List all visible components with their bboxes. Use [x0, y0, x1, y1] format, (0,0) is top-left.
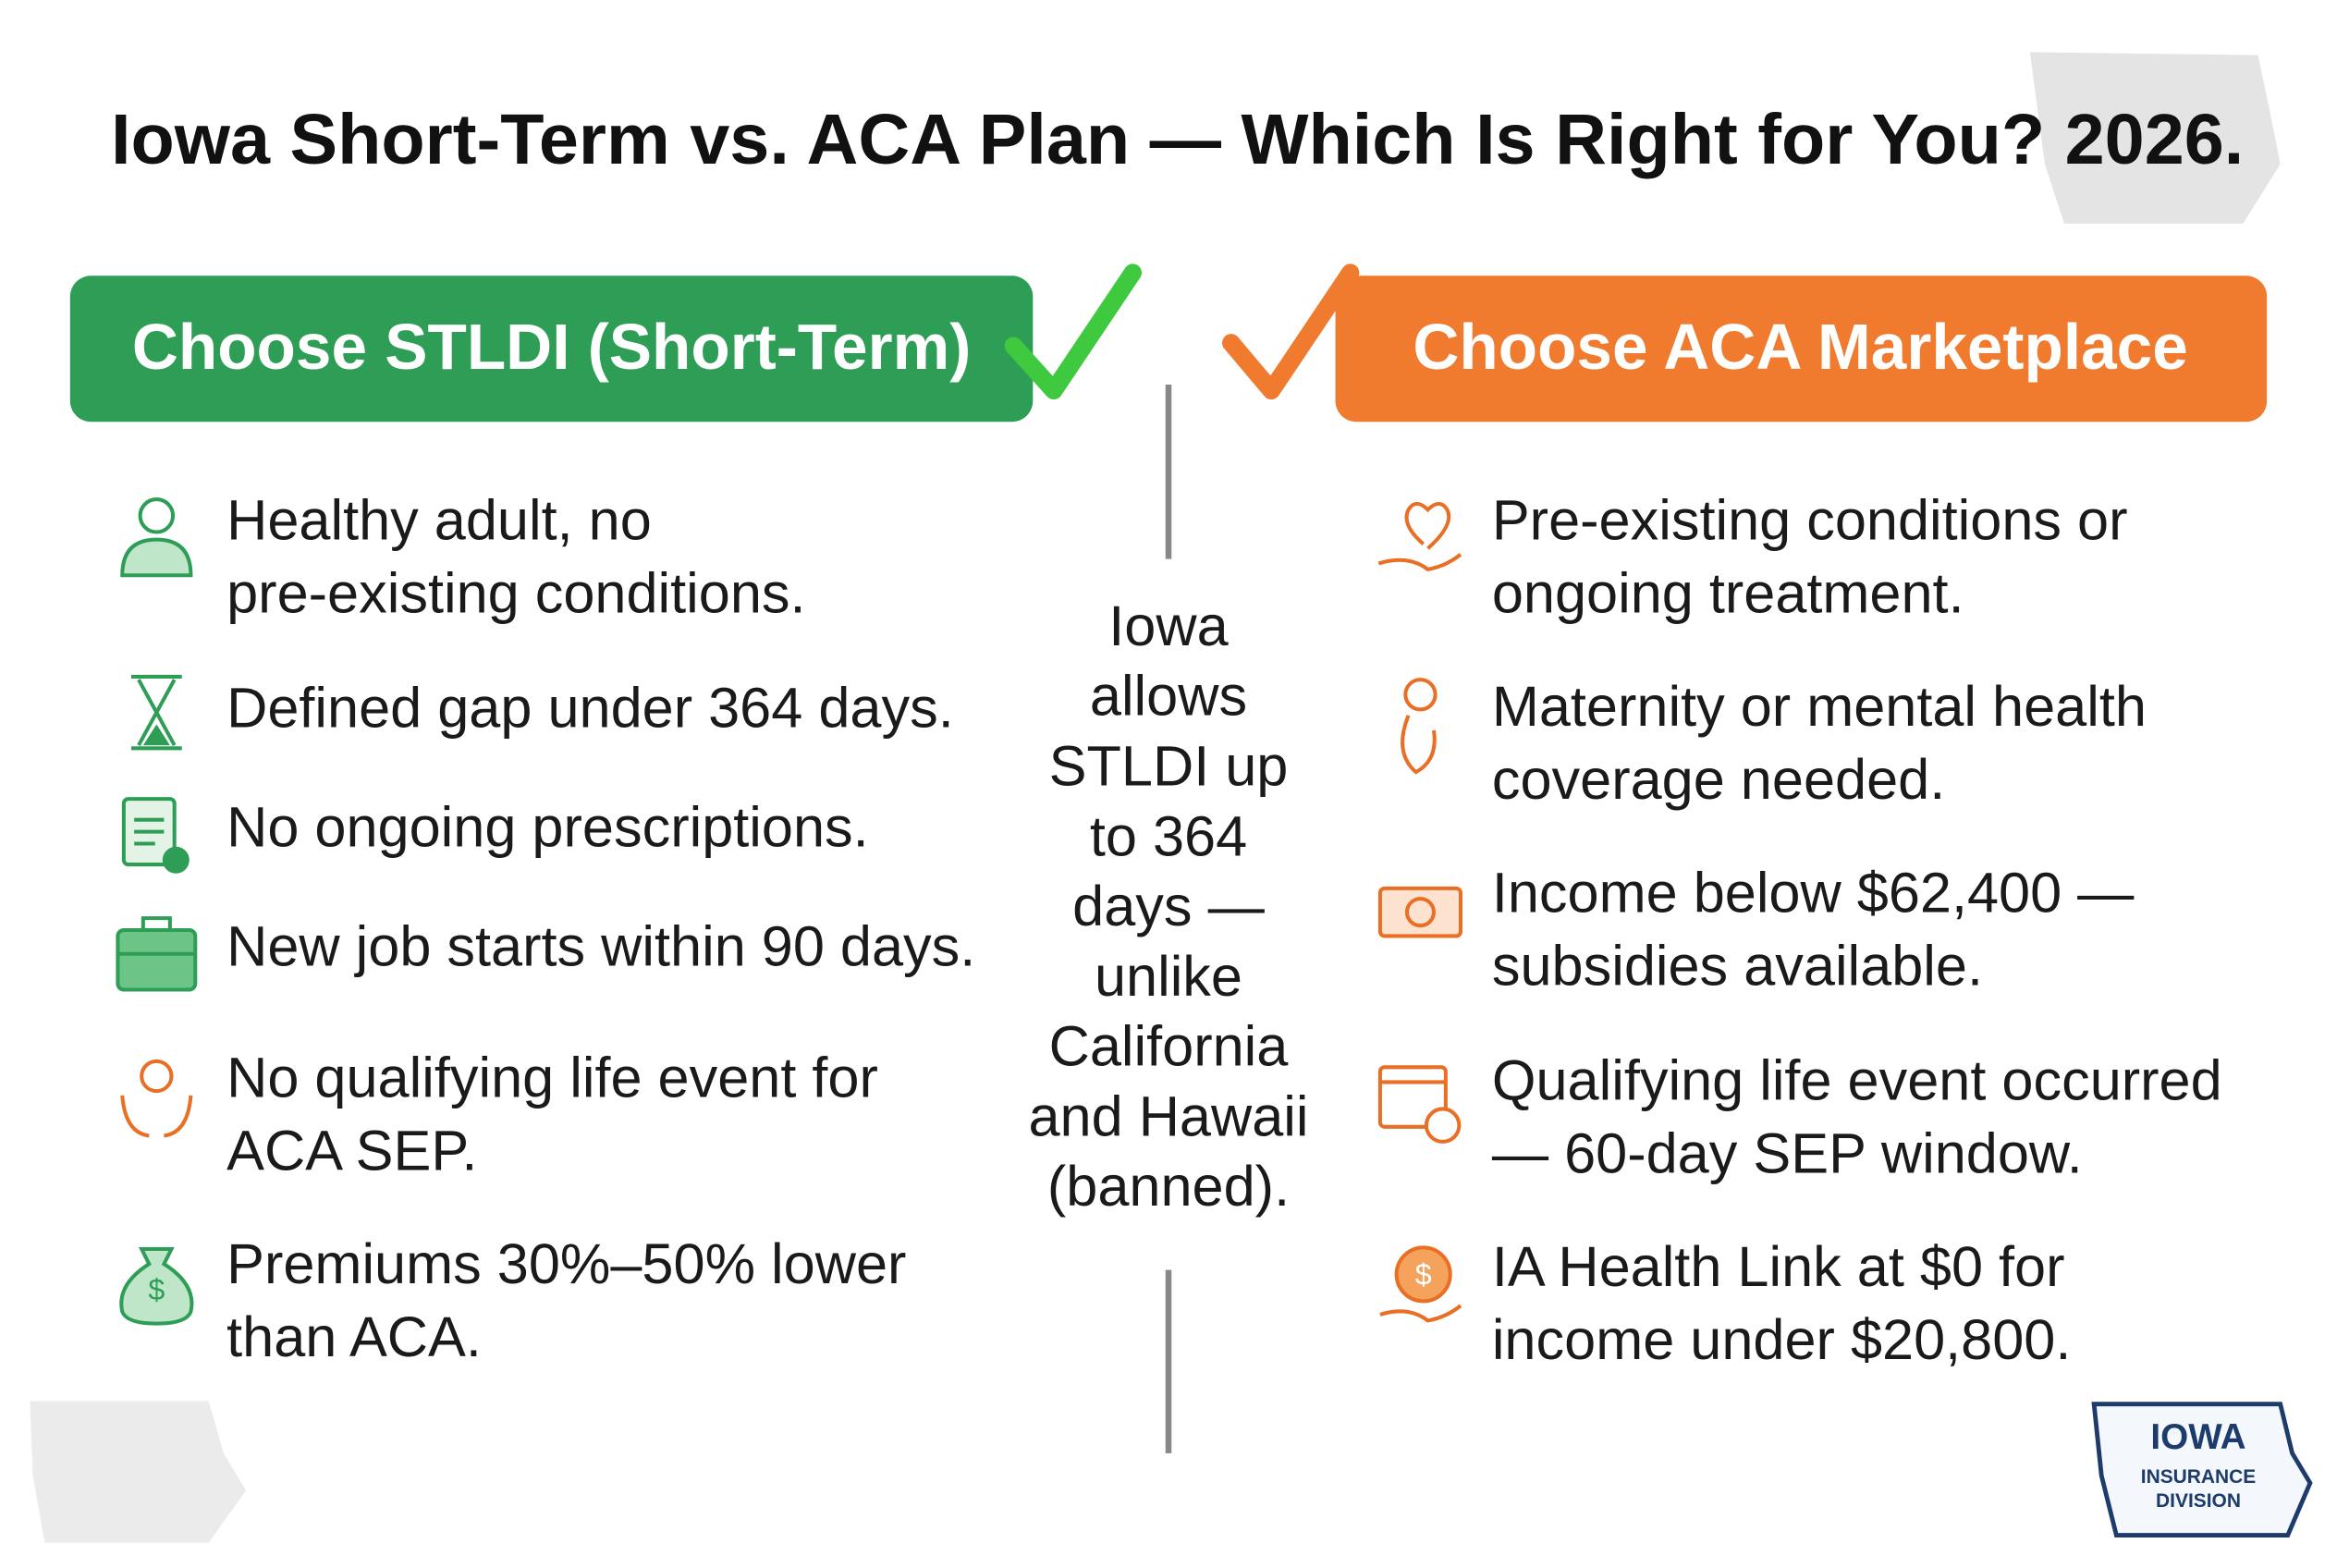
text-block: Defined gap under 364 days. [226, 677, 954, 740]
icon-cash [1377, 886, 1462, 938]
text-line: allows [1090, 665, 1247, 728]
icon-hands-gear [120, 1059, 193, 1138]
left-header [69, 276, 1034, 423]
text-line: STLDI up [1049, 735, 1289, 798]
text-block: Maternity or mental health coverage neede… [1492, 675, 2147, 811]
text-block: New job starts within 90 days. [226, 915, 975, 978]
text-line: No ongoing prescriptions. [226, 796, 869, 859]
text-line: Healthy adult, no [226, 489, 652, 552]
text-line: Income below $62,400 — [1492, 862, 2135, 925]
text-line: unlike [1095, 945, 1242, 1008]
check [1004, 263, 1142, 400]
right-heading: Choose ACA Marketplace [1413, 311, 2187, 383]
text-line: and Hawaii [1028, 1085, 1308, 1148]
left-heading: Choose STLDI (Short-Term) [132, 311, 971, 383]
text-block: Premiums 30%–50% lower than ACA. [226, 1232, 906, 1368]
text-line: ongoing treatment. [1492, 562, 1964, 625]
logo: IOWA INSURANCE DIVISION [2091, 1402, 2313, 1537]
right-header [1335, 276, 2268, 423]
logo-name: IOWA [2150, 1417, 2245, 1457]
text-block: Income below $62,400 — subsidies availabl… [1492, 862, 2135, 998]
check [1222, 263, 1360, 400]
icon-document [121, 797, 190, 874]
title: Iowa Short-Term vs. ACA Plan — Which Is … [111, 100, 2244, 179]
text-line: No qualifying life event for [226, 1047, 878, 1109]
text-line: days — [1072, 875, 1265, 937]
text-line: New job starts within 90 days. [226, 915, 975, 978]
text-line: Iowa [1108, 594, 1229, 657]
text-block: Iowa allows STLDI up to 364 days — unlike Cali… [1028, 594, 1308, 1218]
icon-person [120, 497, 193, 578]
state-shape [30, 1401, 247, 1543]
text-line: income under $20,800. [1492, 1308, 2072, 1371]
text-line: — 60-day SEP window. [1492, 1122, 2083, 1185]
text-line: than ACA. [226, 1305, 482, 1368]
icon-moneybag: $ [119, 1246, 194, 1326]
logo-line: DIVISION [2156, 1490, 2241, 1512]
text-block: Qualifying life event occurred — 60-day S… [1492, 1049, 2222, 1185]
text-block: Healthy adult, no pre-existing conditions… [226, 489, 805, 625]
text-line: IA Health Link at $0 for [1492, 1235, 2065, 1298]
text-line: (banned). [1047, 1155, 1290, 1218]
text-block: IA Health Link at $0 for income under $20… [1492, 1235, 2072, 1371]
state-shape [2029, 52, 2281, 224]
svg-text:$: $ [1415, 1258, 1432, 1292]
text-line: subsidies available. [1492, 935, 1983, 998]
icon-heart-hand [1377, 501, 1462, 571]
text-line: ACA SEP. [226, 1120, 477, 1182]
icon-briefcase [116, 916, 198, 992]
text-line: to 364 [1090, 804, 1247, 867]
text-line: coverage needed. [1492, 748, 1945, 811]
text-line: pre-existing conditions. [226, 562, 805, 625]
text-line: Pre-existing conditions or [1492, 489, 2128, 552]
text-line: Premiums 30%–50% lower [226, 1232, 906, 1295]
text-line: California [1049, 1015, 1290, 1078]
svg-text:$: $ [148, 1273, 165, 1306]
icon-calendar [1377, 1065, 1462, 1144]
text-block: Pre-existing conditions or ongoing treatm… [1492, 489, 2128, 625]
text-line: Defined gap under 364 days. [226, 677, 954, 740]
text-line: Maternity or mental health [1492, 675, 2147, 738]
icon-hourglass [130, 674, 182, 751]
icon-coin-hand: $ [1379, 1245, 1462, 1323]
logo-line: INSURANCE [2141, 1466, 2257, 1488]
icon-maternity [1401, 678, 1438, 775]
text-block: No ongoing prescriptions. [226, 796, 869, 859]
text-line: Qualifying life event occurred [1492, 1049, 2222, 1112]
text-block: No qualifying life event for ACA SEP. [226, 1047, 878, 1182]
